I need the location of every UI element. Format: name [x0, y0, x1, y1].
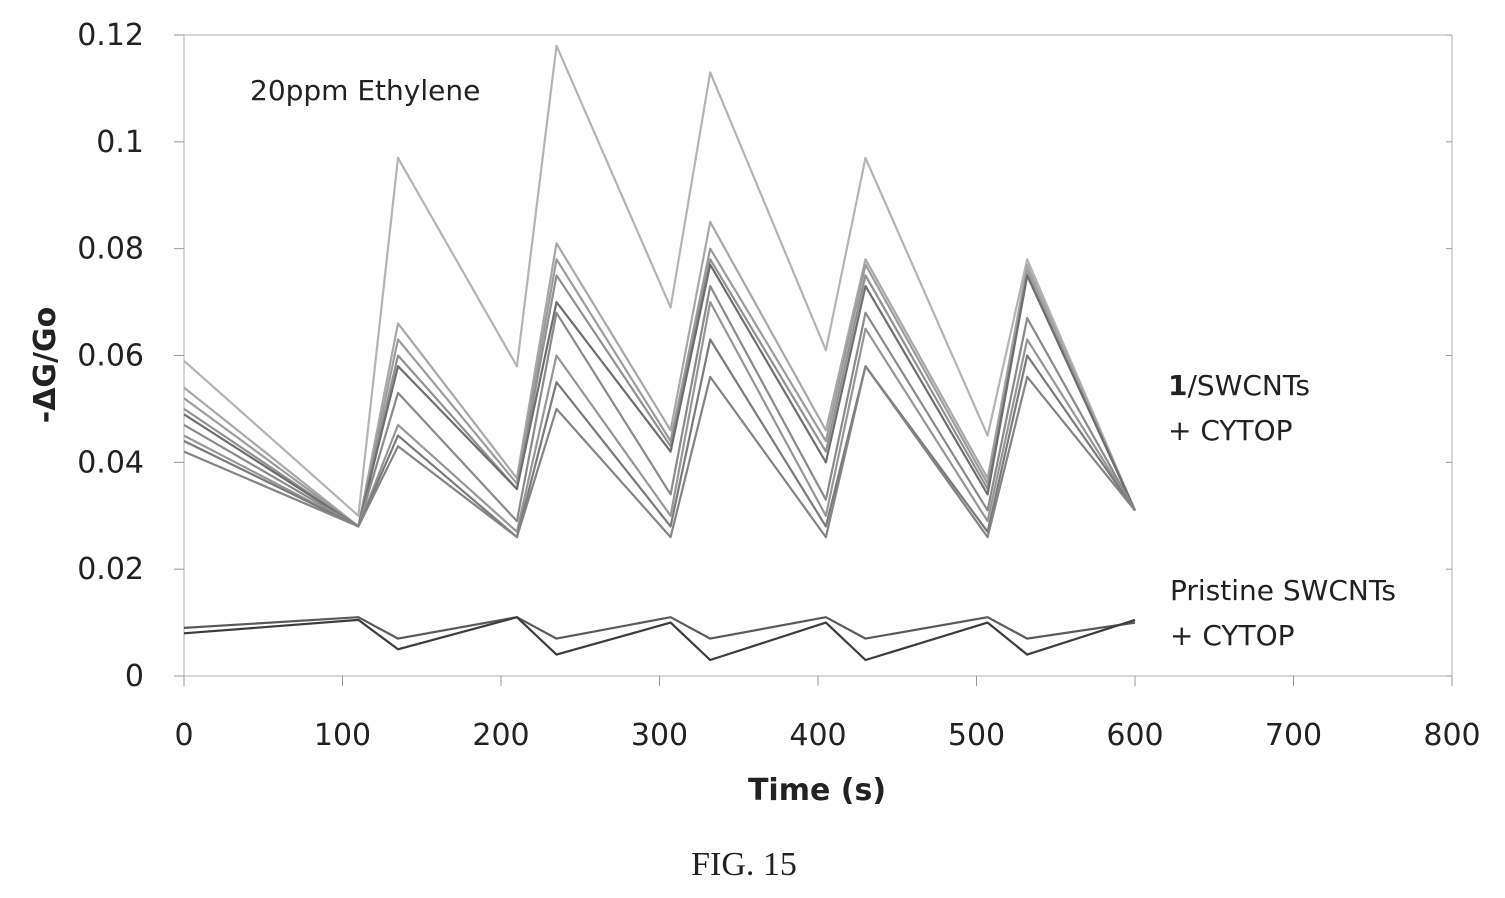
- x-tick-label: 0: [174, 718, 193, 753]
- x-axis-title: Time (s): [748, 773, 886, 808]
- annotation-pristine: Pristine SWCNTs: [1170, 574, 1396, 607]
- y-axis-ticks: 0 0.02 0.04 0.06 0.08 0.1 0.12: [77, 18, 1452, 694]
- series-line-2: [183, 220, 1137, 528]
- annotation-swcnts-cytop: + CYTOP: [1168, 414, 1293, 447]
- series-line-10: [183, 616, 1136, 640]
- y-tick-label: 0.08: [77, 232, 144, 267]
- x-tick-label: 200: [472, 718, 529, 753]
- series-line-8: [183, 338, 1136, 539]
- x-tick-label: 400: [789, 718, 846, 753]
- y-tick-label: 0: [125, 659, 144, 694]
- series-line-11: [183, 616, 1136, 662]
- x-tick-label: 300: [631, 718, 688, 753]
- x-tick-label: 800: [1423, 718, 1480, 753]
- y-axis-title: -ΔG/Go: [28, 307, 63, 423]
- x-tick-label: 600: [1106, 718, 1163, 753]
- x-tick-label: 500: [948, 718, 1005, 753]
- x-axis-ticks: 0 100 200 300 400 500 600 700 800: [174, 676, 1481, 753]
- series-line-7: [183, 301, 1136, 533]
- annotation-ethylene: 20ppm Ethylene: [250, 74, 480, 107]
- series-line-1: [183, 44, 1137, 517]
- y-tick-label: 0.02: [77, 552, 144, 587]
- annotation-pristine-cytop: + CYTOP: [1170, 619, 1295, 652]
- x-tick-label: 700: [1265, 718, 1322, 753]
- y-tick-label: 0.06: [77, 339, 144, 374]
- annotation-swcnts-compound: 1: [1168, 369, 1187, 402]
- y-tick-label: 0.04: [77, 445, 144, 480]
- series-line-6: [183, 285, 1136, 528]
- annotation-swcnts: 1/SWCNTs: [1168, 369, 1310, 402]
- y-tick-label: 0.1: [96, 125, 144, 160]
- y-tick-label: 0.12: [77, 18, 144, 53]
- x-tick-label: 100: [314, 718, 371, 753]
- series-line-9: [183, 365, 1136, 539]
- series-line-5: [183, 263, 1136, 528]
- annotation-swcnts-label: /SWCNTs: [1187, 369, 1309, 402]
- series-layer: [183, 44, 1137, 662]
- figure-caption: FIG. 15: [691, 846, 797, 883]
